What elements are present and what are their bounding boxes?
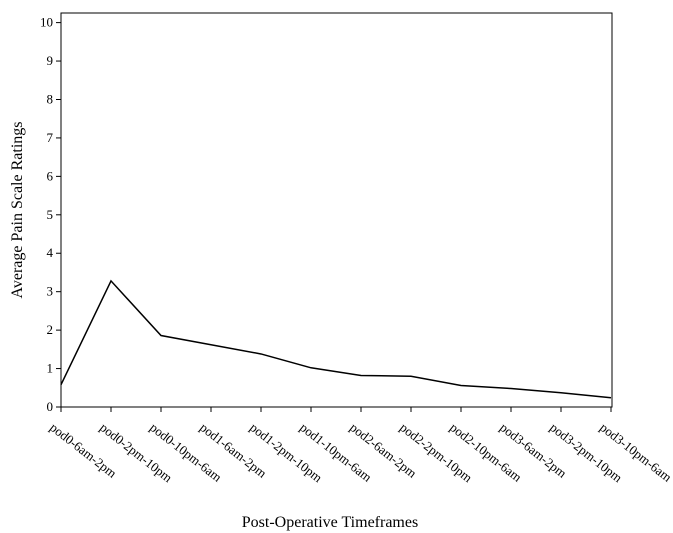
y-tick-label: 3 (47, 284, 54, 299)
y-tick-label: 2 (47, 322, 54, 337)
y-tick-label: 4 (47, 245, 54, 260)
plot-frame (60, 12, 613, 408)
y-axis-title: Average Pain Scale Ratings (9, 122, 26, 299)
y-tick-label: 5 (47, 207, 54, 222)
x-axis-ticks: pod0-6am-2pmpod0-2pm-10pmpod0-10pm-6ampo… (47, 407, 673, 485)
y-tick-label: 10 (40, 15, 53, 30)
y-tick-label: 6 (47, 168, 54, 183)
series-line (60, 279, 612, 399)
y-tick-label: 8 (47, 91, 54, 106)
y-tick-label: 1 (47, 361, 54, 376)
y-tick-label: 7 (47, 130, 54, 145)
x-axis-title: Post-Operative Timeframes (242, 514, 418, 531)
y-tick-label: 0 (47, 399, 54, 414)
y-tick-label: 9 (47, 53, 54, 68)
y-axis-ticks: 0 1 2 3 4 5 6 7 8 9 10 (40, 15, 61, 414)
